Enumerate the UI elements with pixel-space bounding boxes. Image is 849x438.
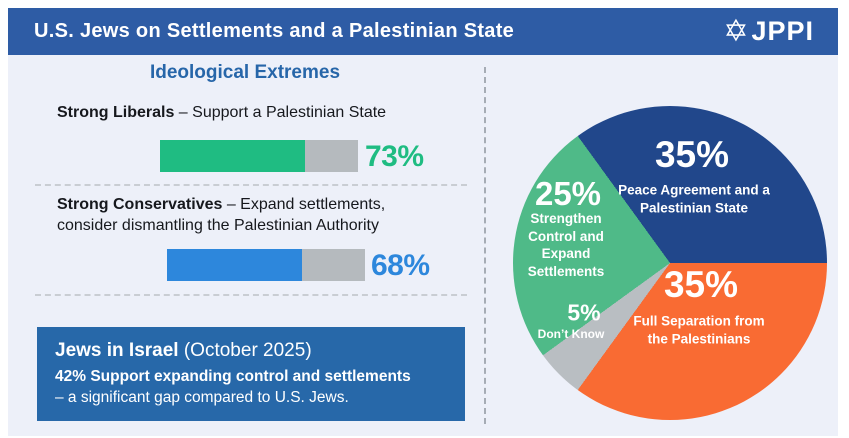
pie-separation-label: Full Separation from the Palestinians [633,313,765,346]
conservatives-bar-value: 68% [371,249,430,282]
column-divider [484,67,486,424]
strong-conservatives-bold: Strong Conservatives [57,196,223,213]
callout-title-date: (October 2025) [178,340,312,361]
section-title: Ideological Extremes [149,62,341,83]
liberals-bar-fill [160,140,305,172]
strong-conservatives-desc: – Expand settlements, consider dismantli… [57,196,386,235]
liberals-bar-track [160,140,358,172]
strong-conservatives-label: Strong Conservatives – Expand settlement… [57,194,442,236]
strong-liberals-desc: – Support a Palestinian State [174,104,387,121]
pie-strengthen-pct: 25% [534,175,602,212]
star-of-david-icon: ✡ [723,14,749,48]
jppi-logo: ✡ JPPI [723,16,814,47]
callout-stat-line: 42% Support expanding control and settle… [55,368,411,385]
pie-peace-label: Peace Agreement and a Palestinian State [618,182,770,215]
strong-liberals-bold: Strong Liberals [57,104,175,121]
pie-dontknow-label: Don’t Know [537,327,605,341]
jppi-logo-text: JPPI [751,16,814,46]
separator-line [35,184,467,186]
callout-note-line: – a significant gap compared to U.S. Jew… [55,389,349,406]
conservatives-bar-track [167,249,365,281]
conservatives-bar-fill [167,249,302,281]
pie-chart: 35% Peace Agreement and a Palestinian St… [513,106,827,420]
pie-peace-pct: 35% [654,134,730,175]
page-title: U.S. Jews on Settlements and a Palestini… [34,20,515,42]
pie-separation-pct: 35% [663,264,739,305]
strong-liberals-label: Strong Liberals – Support a Palestinian … [57,102,457,123]
callout-title: Jews in Israel (October 2025) [55,340,447,362]
callout-title-bold: Jews in Israel [55,340,179,361]
separator-line [35,294,467,296]
header-bar: U.S. Jews on Settlements and a Palestini… [8,8,838,55]
israel-callout-box: Jews in Israel (October 2025) 42% Suppor… [37,327,465,421]
pie-strengthen-label: Strengthen Control and Expand Settlement… [527,210,605,279]
liberals-bar-value: 73% [365,140,424,173]
pie-dontknow-pct: 5% [567,299,601,326]
